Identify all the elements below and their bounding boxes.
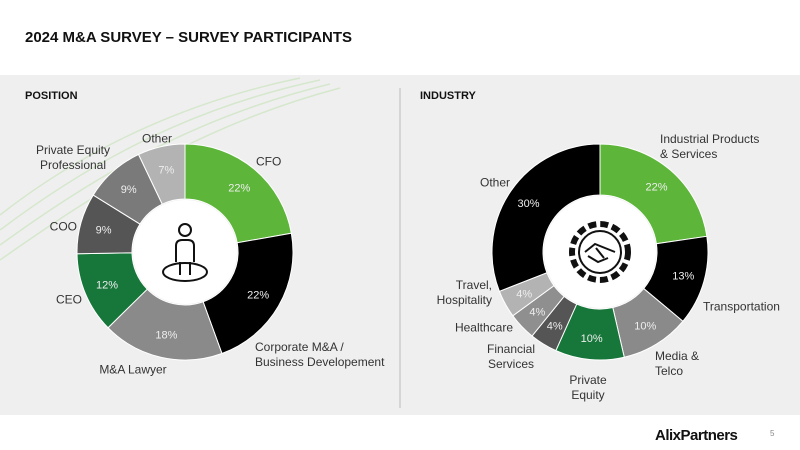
category-label: Private Equity Professional — [35, 143, 111, 172]
slice — [202, 232, 294, 355]
category-label: Private Equity — [569, 373, 607, 402]
category-label: Other — [141, 131, 172, 146]
value-label: 30% — [518, 198, 540, 210]
category-label: Financial Services — [486, 342, 536, 371]
value-label: 9% — [121, 184, 137, 196]
value-label: 7% — [158, 165, 174, 177]
value-label: 18% — [155, 329, 177, 341]
chart-title: POSITION — [25, 90, 78, 102]
category-label: Corporate M&A / Business Developement — [255, 340, 385, 369]
category-label: Travel, Hospitality — [436, 278, 492, 307]
value-label: 22% — [646, 182, 668, 194]
category-label: Other — [479, 175, 510, 190]
category-label: CEO — [55, 292, 82, 307]
value-label: 22% — [247, 289, 269, 301]
person-icon — [162, 223, 208, 282]
value-label: 10% — [634, 321, 656, 333]
icon-part — [569, 221, 631, 283]
value-label: 10% — [581, 333, 603, 345]
category-label: Healthcare — [454, 320, 513, 335]
category-label: Media & Telco — [655, 349, 700, 378]
value-label: 22% — [228, 182, 250, 194]
gear-icon — [569, 221, 631, 283]
value-label: 9% — [96, 224, 112, 236]
logo: AlixPartners — [655, 427, 738, 444]
slide-title: 2024 M&A SURVEY – SURVEY PARTICIPANTS — [25, 29, 352, 46]
category-label: Industrial Products & Services — [660, 132, 760, 161]
icon-part — [584, 242, 616, 264]
category-label: Transportation — [703, 299, 780, 314]
chart-title: INDUSTRY — [420, 90, 476, 102]
category-label: COO — [49, 219, 77, 234]
category-label: CFO — [256, 154, 282, 169]
value-label: 12% — [96, 280, 118, 292]
value-label: 4% — [547, 321, 563, 333]
icon-part — [162, 262, 208, 282]
icon-part — [578, 230, 622, 274]
slice — [137, 143, 186, 205]
icon-part — [178, 223, 192, 237]
value-label: 13% — [672, 271, 694, 283]
slice — [491, 143, 601, 292]
center-disc — [133, 200, 237, 304]
value-label: 4% — [516, 289, 532, 301]
icons — [162, 221, 631, 283]
page-number: 5 — [770, 429, 775, 438]
slice — [599, 143, 708, 245]
slice — [107, 288, 223, 361]
slice — [184, 143, 292, 244]
category-label: M&A Lawyer — [99, 362, 167, 377]
value-label: 4% — [529, 307, 545, 319]
